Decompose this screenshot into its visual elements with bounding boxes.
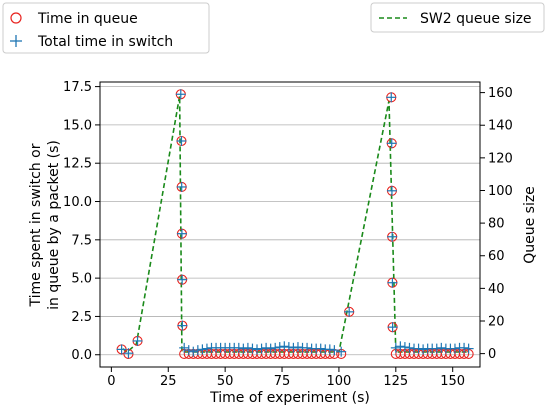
point-total-time-in-switch	[279, 341, 290, 352]
point-total-time-in-switch	[252, 344, 263, 355]
point-total-time-in-switch	[315, 343, 326, 354]
y-left-tick-label: 2.5	[71, 310, 92, 325]
point-total-time-in-switch	[177, 320, 188, 331]
y-left-tick-label: 7.5	[71, 233, 92, 248]
point-total-time-in-switch	[459, 342, 470, 353]
point-total-time-in-switch	[288, 342, 299, 353]
point-total-time-in-switch	[390, 342, 401, 353]
y-axis-left-title-line2: in queue by a packet (s)	[46, 140, 62, 310]
point-total-time-in-switch	[247, 343, 258, 354]
y-left-tick-label: 12.5	[63, 157, 92, 172]
plot-frame	[99, 81, 481, 368]
y-left-tick-label: 17.5	[63, 80, 92, 95]
legend-marker-total-time-in-switch	[10, 35, 22, 47]
point-total-time-in-switch	[238, 343, 249, 354]
point-total-time-in-switch	[132, 335, 143, 346]
point-total-time-in-switch	[175, 89, 186, 100]
point-total-time-in-switch	[123, 348, 134, 359]
point-total-time-in-switch	[261, 342, 272, 353]
plot-marks	[116, 89, 474, 360]
point-total-time-in-switch	[176, 181, 187, 192]
y-axis-left-title-line1: Time spent in switch or	[28, 143, 44, 307]
legend-left-frame	[2, 2, 210, 54]
point-total-time-in-switch	[197, 344, 208, 355]
point-total-time-in-switch	[386, 92, 397, 103]
legend-label-time-in-queue: Time in queue	[37, 11, 138, 27]
y-left-tick-label: 0.0	[71, 348, 92, 363]
legend-right: SW2 queue size	[370, 2, 545, 33]
y-right-tick-label: 160	[488, 86, 513, 101]
point-total-time-in-switch	[270, 342, 281, 353]
legend-left: Time in queue Total time in switch	[2, 2, 210, 54]
y-right-tick-label: 120	[488, 151, 513, 166]
x-tick-label: 75	[274, 374, 291, 389]
y-right-tick-label: 40	[488, 282, 505, 297]
point-total-time-in-switch	[242, 342, 253, 353]
point-total-time-in-switch	[179, 342, 190, 353]
point-total-time-in-switch	[188, 346, 199, 357]
point-total-time-in-switch	[413, 343, 424, 354]
point-total-time-in-switch	[292, 342, 303, 353]
x-tick-label: 100	[327, 374, 352, 389]
point-total-time-in-switch	[283, 342, 294, 353]
point-total-time-in-switch	[116, 344, 127, 355]
y-right-tick-label: 140	[488, 119, 513, 134]
point-total-time-in-switch	[233, 342, 244, 353]
point-total-time-in-switch	[201, 343, 212, 354]
point-total-time-in-switch	[183, 345, 194, 356]
point-total-time-in-switch	[192, 345, 203, 356]
x-tick-label: 0	[107, 374, 115, 389]
point-total-time-in-switch	[387, 231, 398, 242]
point-total-time-in-switch	[177, 274, 188, 285]
x-tick-label: 25	[160, 374, 177, 389]
legend-right-frame	[370, 2, 545, 33]
point-total-time-in-switch	[463, 343, 474, 354]
y-left-tick-label: 5.0	[71, 272, 92, 287]
point-total-time-in-switch	[176, 228, 187, 239]
y-axis-right-title: Queue size	[522, 186, 538, 264]
legend-label-total-time-in-switch: Total time in switch	[37, 34, 173, 50]
y-left-tick-label: 10.0	[63, 195, 92, 210]
y-left-tick-label: 15.0	[63, 118, 92, 133]
y-right-tick-label: 0	[488, 347, 496, 362]
point-total-time-in-switch	[404, 342, 415, 353]
point-total-time-in-switch	[265, 343, 276, 354]
x-tick-label: 150	[440, 374, 465, 389]
legend-marker-time-in-queue	[10, 12, 22, 24]
y-right-tick-label: 60	[488, 249, 505, 264]
point-total-time-in-switch	[344, 306, 355, 317]
point-total-time-in-switch	[449, 343, 460, 354]
point-total-time-in-switch	[324, 344, 335, 355]
point-total-time-in-switch	[436, 342, 447, 353]
point-total-time-in-switch	[176, 135, 187, 146]
point-total-time-in-switch	[395, 341, 406, 352]
point-total-time-in-switch	[329, 345, 340, 356]
point-total-time-in-switch	[336, 346, 347, 357]
series-line-sw2-queue-size	[122, 95, 469, 354]
grid	[100, 86, 480, 356]
point-total-time-in-switch	[274, 342, 285, 353]
point-total-time-in-switch	[302, 342, 313, 353]
point-total-time-in-switch	[418, 344, 429, 355]
y-right-tick-label: 100	[488, 184, 513, 199]
point-total-time-in-switch	[387, 277, 398, 288]
point-total-time-in-switch	[387, 322, 398, 333]
y-right-tick-label: 80	[488, 217, 505, 232]
y-right-tick-label: 20	[488, 314, 505, 329]
x-tick-label: 125	[383, 374, 408, 389]
point-total-time-in-switch	[386, 138, 397, 149]
x-axis-title: Time of experiment (s)	[209, 390, 370, 406]
point-total-time-in-switch	[399, 342, 410, 353]
point-total-time-in-switch	[256, 343, 267, 354]
point-total-time-in-switch	[386, 185, 397, 196]
point-total-time-in-switch	[431, 343, 442, 354]
ticks: 0.0 2.5 5.0 7.5 10.0 12.5 15.0 17.5 0 20 40 60 80 100…	[63, 80, 513, 389]
x-tick-label: 50	[217, 374, 234, 389]
legend-label-sw2-queue-size: SW2 queue size	[420, 11, 532, 27]
